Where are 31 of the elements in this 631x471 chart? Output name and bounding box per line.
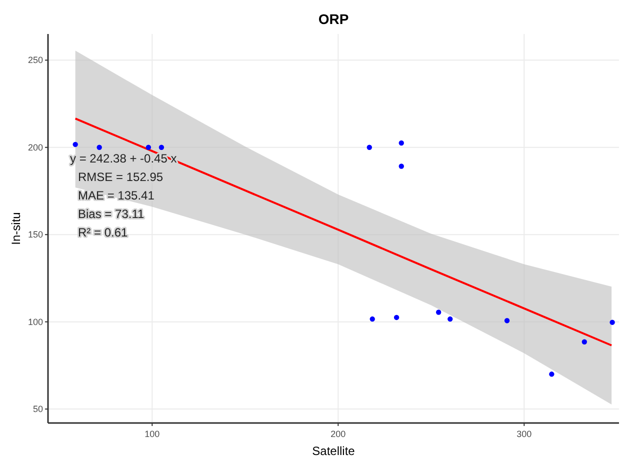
point — [366, 144, 372, 150]
point — [610, 320, 615, 325]
x-axis-title: Satellite — [312, 444, 356, 458]
point — [582, 339, 588, 344]
annotation: Bias = 73.11 — [78, 206, 144, 221]
line-series — [74, 118, 613, 346]
point — [398, 140, 404, 146]
y-tick-label: 100 — [28, 316, 43, 327]
point — [72, 142, 78, 148]
point — [436, 310, 442, 315]
annotation: MAE = 135.41 — [78, 188, 155, 202]
y-tick-label: 200 — [28, 142, 43, 152]
point — [504, 318, 510, 324]
point — [96, 144, 102, 150]
point — [448, 316, 453, 322]
y-tick-label: 250 — [28, 55, 43, 66]
point — [146, 144, 152, 150]
y-tick-label: 50 — [32, 404, 43, 414]
point — [394, 314, 400, 320]
point — [549, 372, 554, 377]
y-axis-title: In-situ — [9, 212, 23, 245]
point — [370, 316, 375, 322]
annotation: RMSE = 152.95 — [78, 170, 164, 184]
point — [398, 164, 404, 169]
chart-title: ORP — [318, 11, 349, 27]
y-tick-label: 150 — [28, 230, 43, 240]
x-tick-label: 100 — [144, 429, 160, 439]
point — [158, 144, 164, 150]
annotation: R² = 0.61 — [78, 225, 128, 240]
x-tick-label: 300 — [516, 429, 532, 439]
x-tick-label: 200 — [330, 429, 346, 439]
